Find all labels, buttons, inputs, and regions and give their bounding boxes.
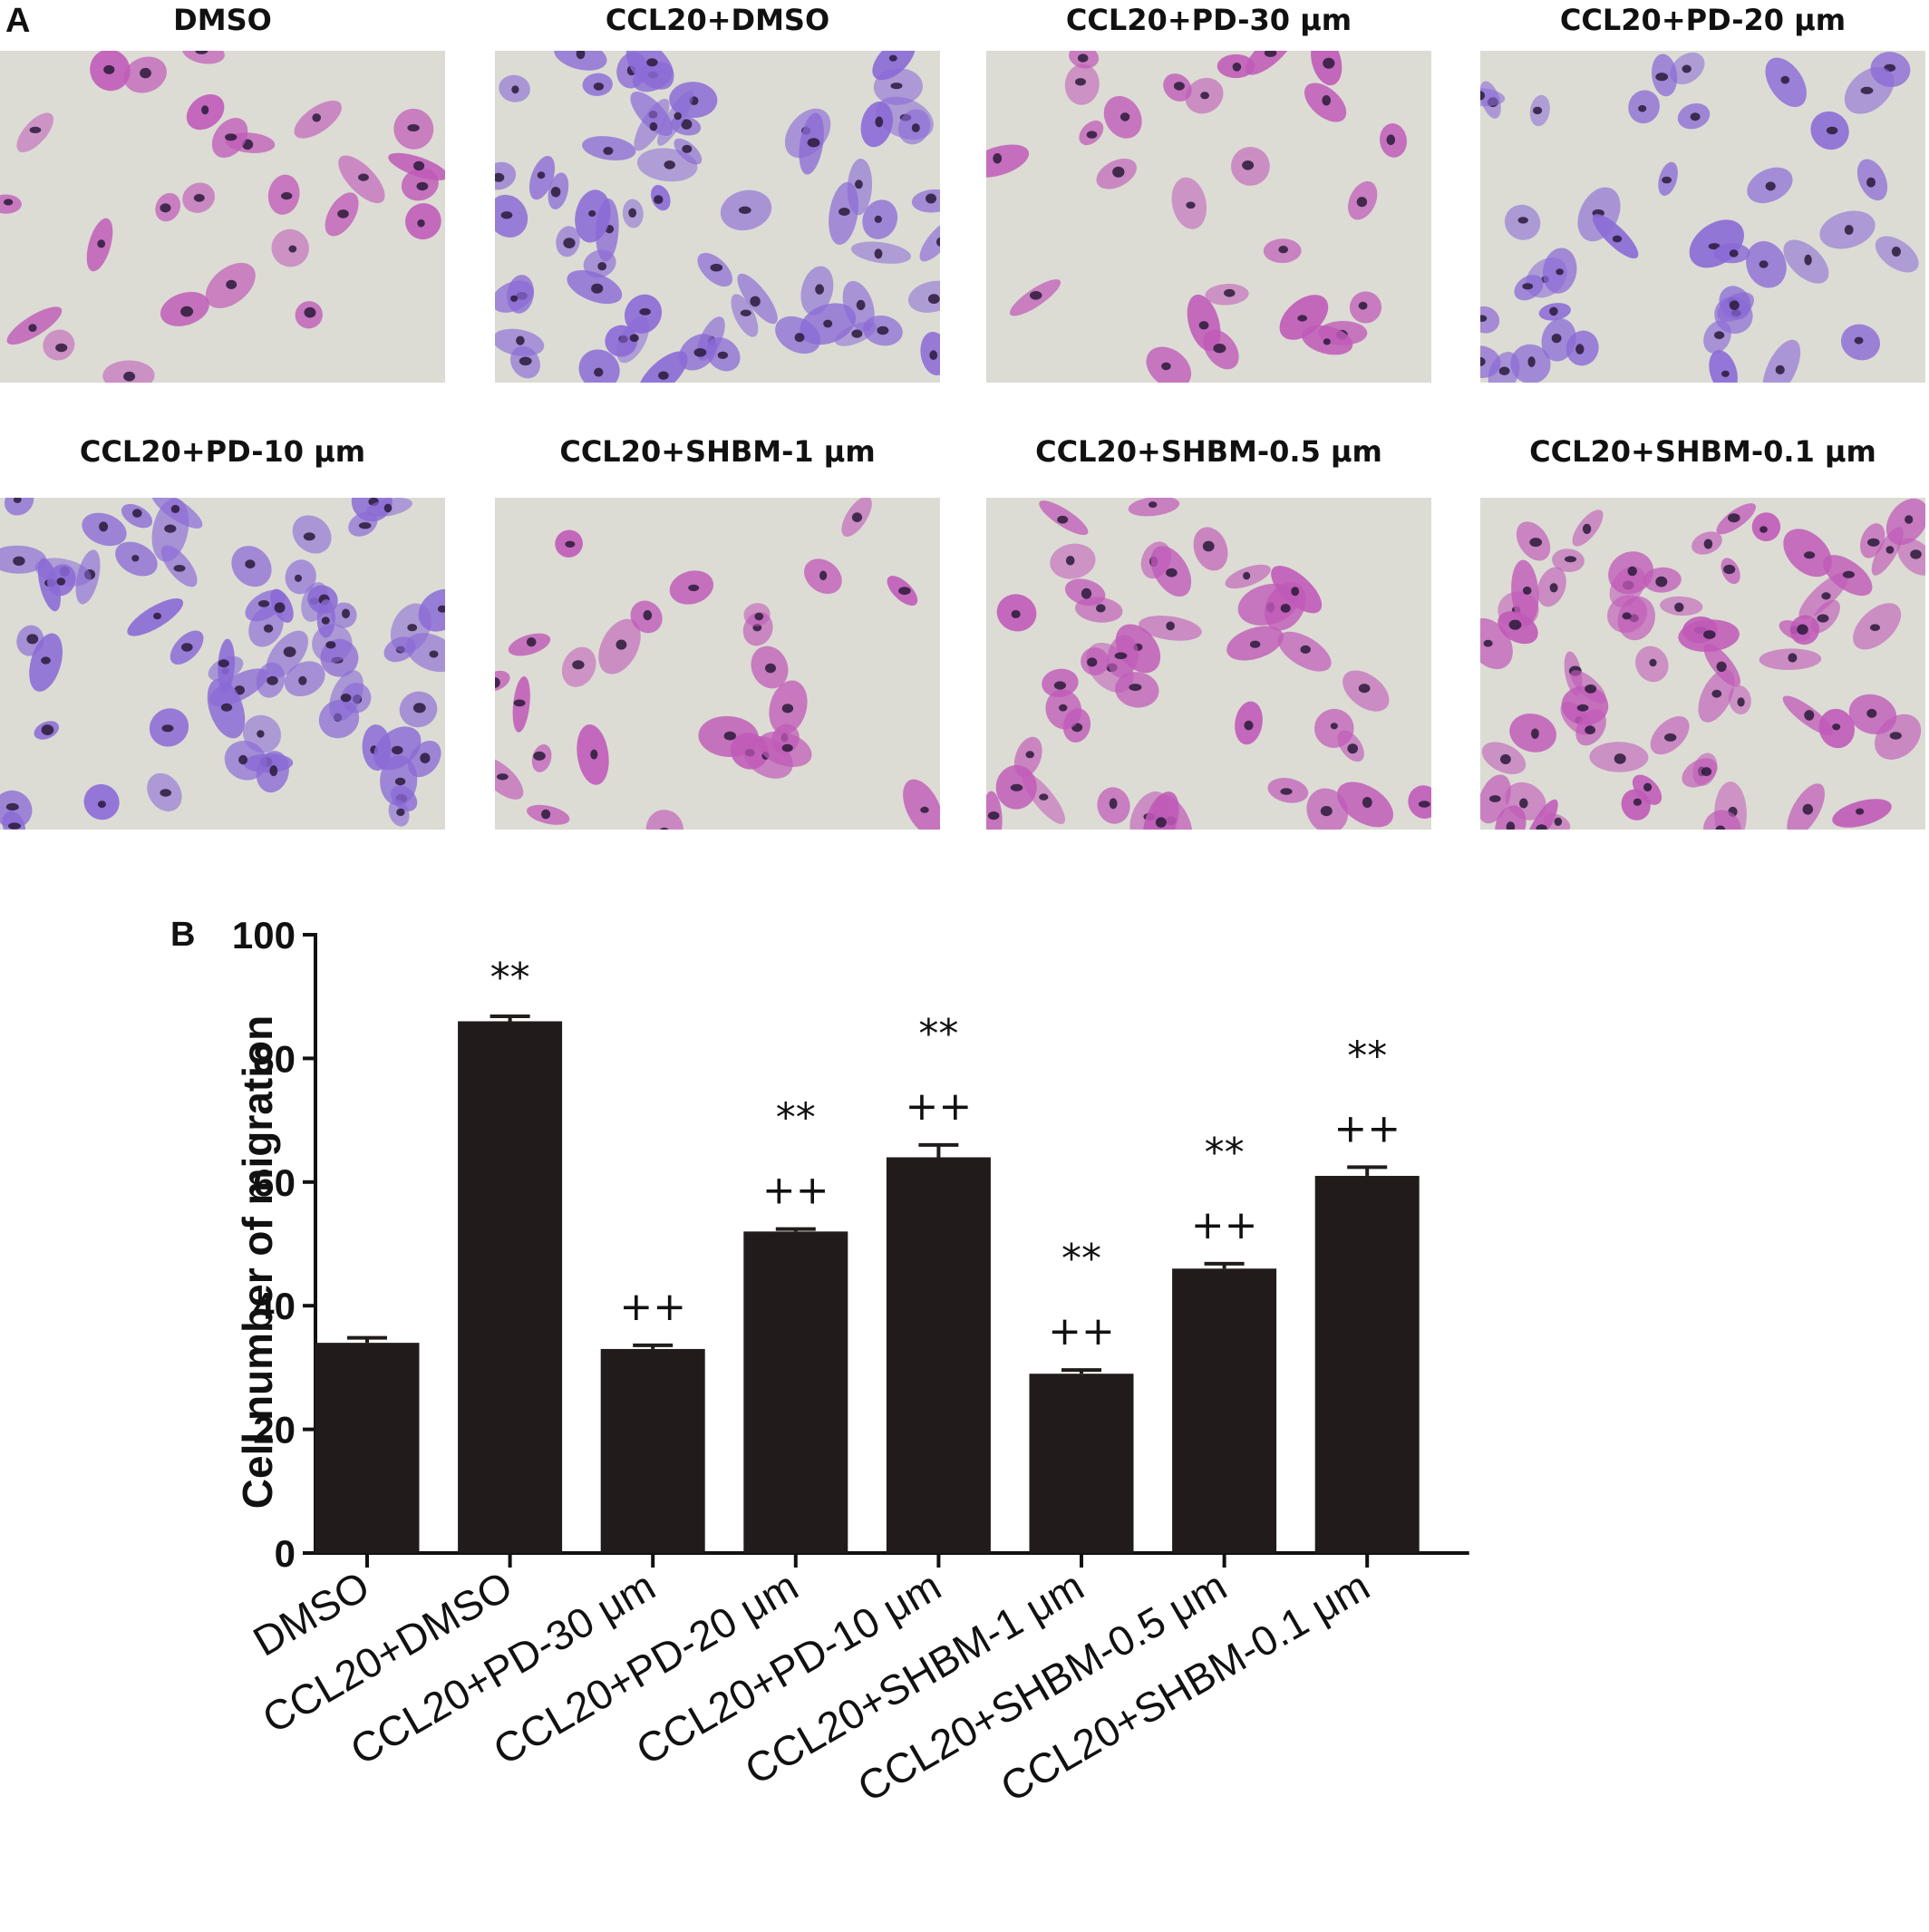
micrograph-label: CCL20+PD-30 μm bbox=[1065, 3, 1352, 37]
bar bbox=[1314, 1175, 1420, 1553]
significance-label: ++ bbox=[762, 1168, 829, 1214]
significance-label: ** bbox=[776, 1095, 816, 1141]
micrograph-image bbox=[0, 498, 445, 830]
y-tick-label: 0 bbox=[275, 1532, 296, 1575]
significance-label: ++ bbox=[1333, 1105, 1401, 1151]
bar bbox=[1172, 1268, 1277, 1553]
bar bbox=[743, 1231, 848, 1553]
bar bbox=[886, 1157, 991, 1553]
y-tick-label: 20 bbox=[253, 1409, 296, 1451]
micrograph-label: DMSO bbox=[173, 3, 272, 37]
y-tick-label: 100 bbox=[232, 914, 296, 956]
micrograph-label: CCL20+DMSO bbox=[605, 3, 830, 37]
bar bbox=[315, 1343, 420, 1553]
micrograph-image bbox=[986, 498, 1431, 830]
bar bbox=[600, 1348, 705, 1553]
y-axis-label: Cell number of migration bbox=[234, 1015, 281, 1509]
y-tick-label: 60 bbox=[253, 1161, 296, 1204]
significance-label: ** bbox=[490, 955, 530, 1001]
y-tick-label: 40 bbox=[253, 1285, 296, 1327]
significance-label: ++ bbox=[619, 1284, 686, 1330]
significance-label: ** bbox=[918, 1011, 958, 1057]
micrograph-label: CCL20+PD-20 μm bbox=[1559, 3, 1847, 37]
significance-label: ** bbox=[1205, 1130, 1245, 1176]
panel-b-letter: B bbox=[170, 916, 196, 954]
micrograph-image bbox=[495, 51, 940, 383]
micrograph-label: CCL20+PD-10 μm bbox=[79, 434, 366, 469]
y-tick-label: 80 bbox=[253, 1037, 296, 1080]
significance-label: ++ bbox=[906, 1083, 973, 1130]
micrograph-image bbox=[986, 51, 1431, 383]
significance-label: ++ bbox=[1048, 1308, 1115, 1354]
micrograph-label: CCL20+SHBM-0.1 μm bbox=[1529, 434, 1876, 469]
bar bbox=[1029, 1374, 1134, 1553]
micrograph-image bbox=[1480, 51, 1925, 383]
micrograph-label: CCL20+SHBM-1 μm bbox=[559, 434, 876, 469]
micrograph-label: CCL20+SHBM-0.5 μm bbox=[1035, 434, 1382, 469]
significance-label: ++ bbox=[1191, 1202, 1258, 1248]
bar bbox=[458, 1021, 563, 1553]
significance-label: ** bbox=[1347, 1033, 1387, 1079]
panel-a-letter: A bbox=[5, 2, 31, 40]
micrograph-image bbox=[1480, 498, 1925, 830]
micrograph-image bbox=[495, 498, 940, 830]
micrograph-image bbox=[0, 51, 445, 383]
significance-label: ** bbox=[1061, 1236, 1101, 1282]
